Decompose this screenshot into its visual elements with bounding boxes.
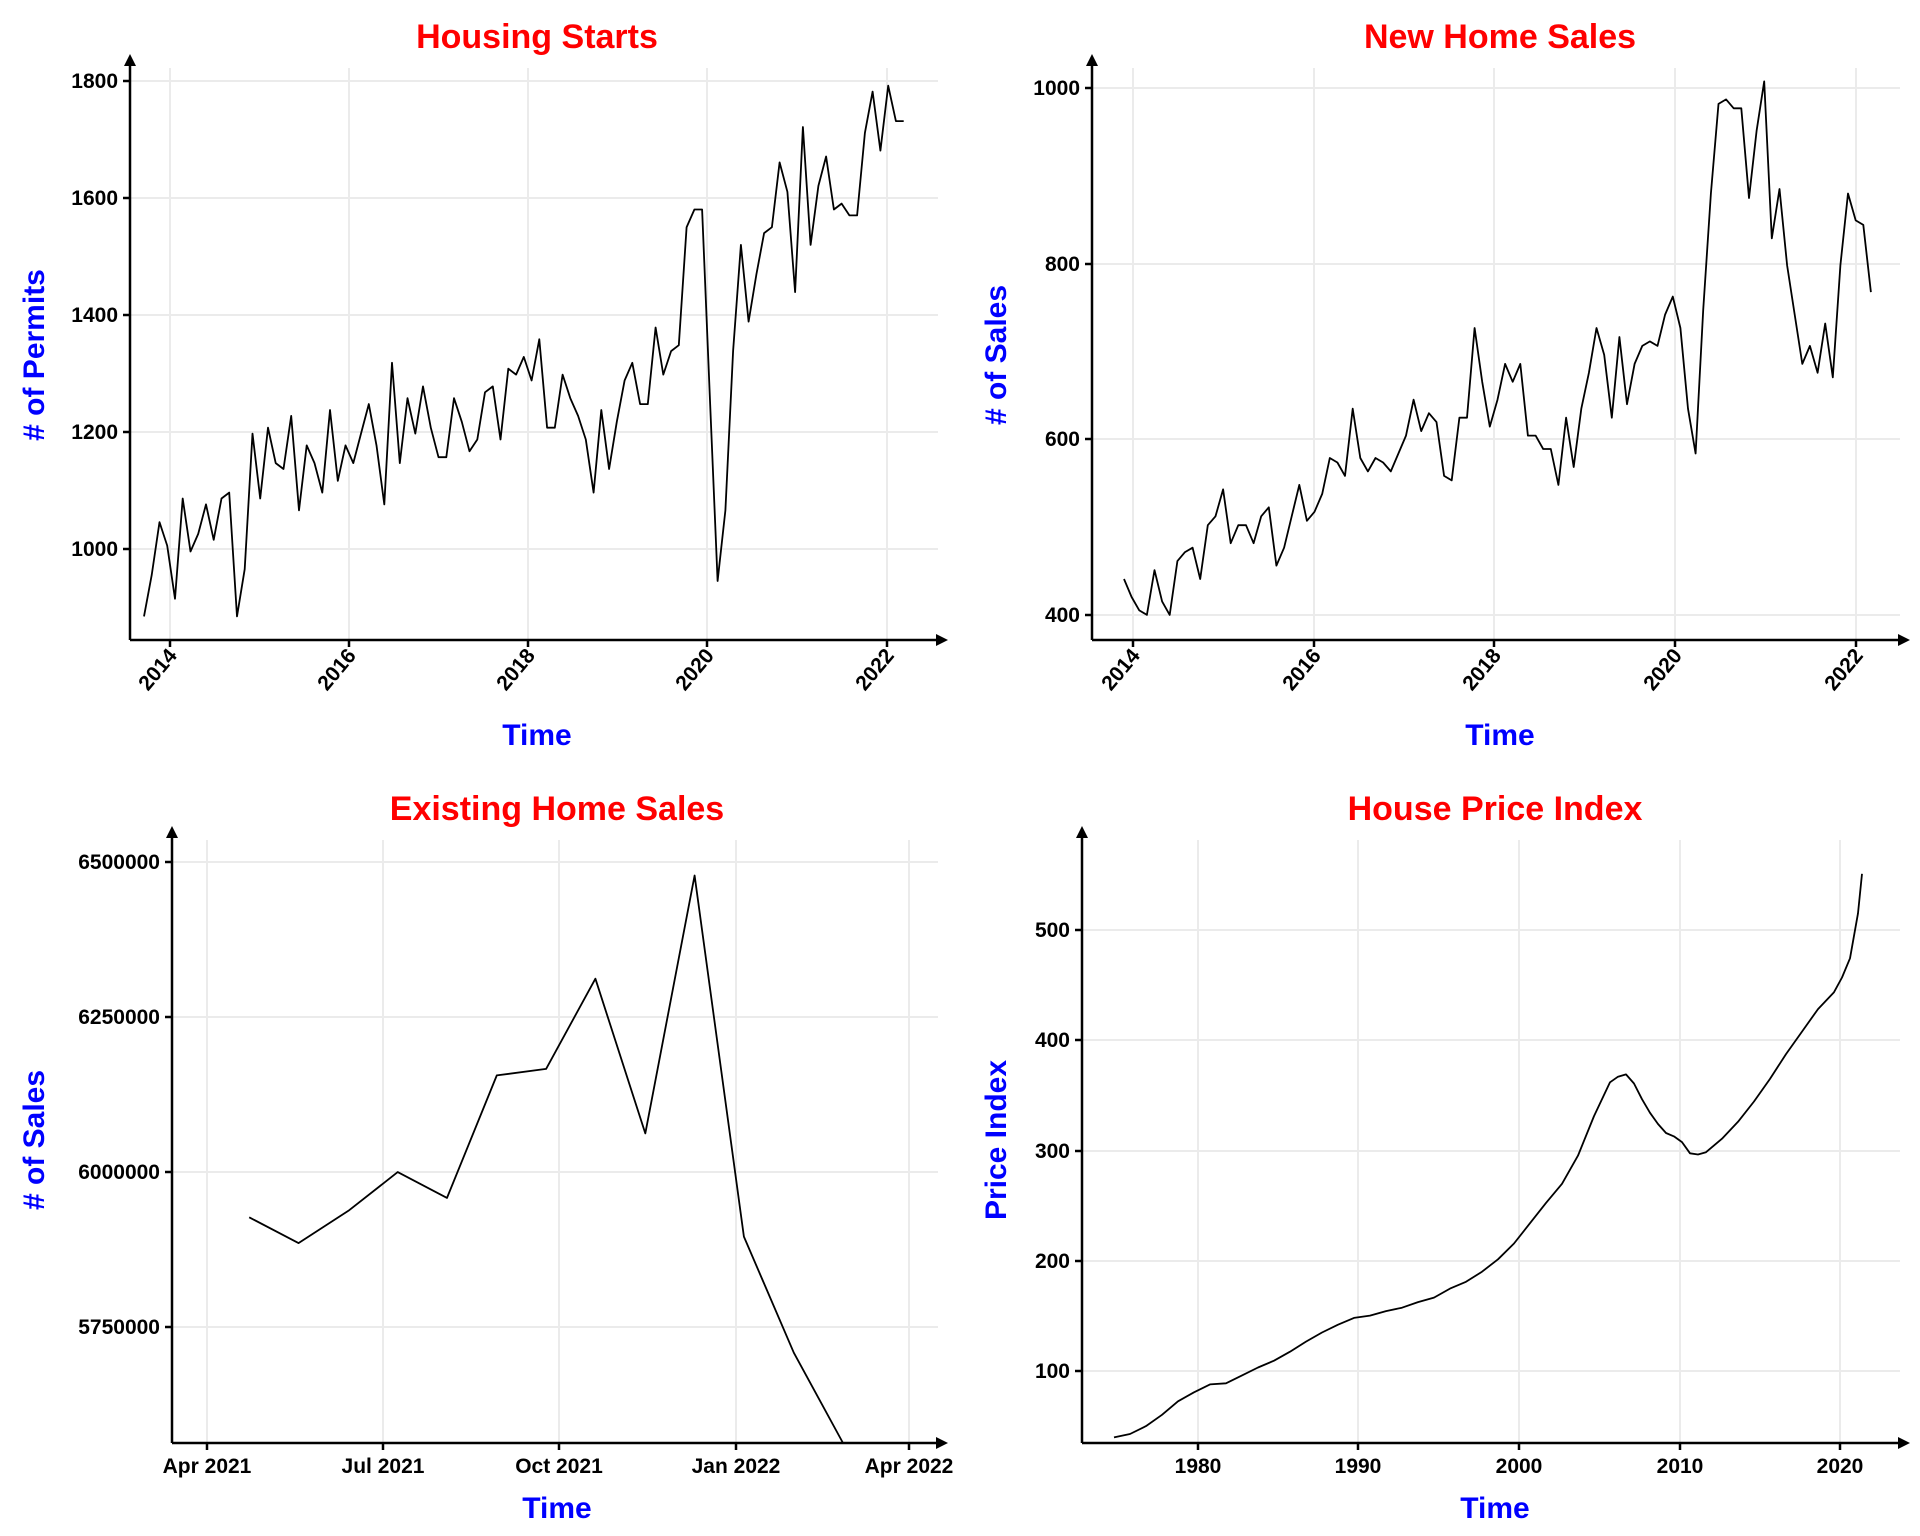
y-tick-label: 600 [1045, 428, 1080, 451]
chart-plot: 100 200 300 400 500 1980 1990 2000 2010 2020 [1035, 826, 1910, 1478]
y-tick-label: 400 [1035, 1029, 1070, 1052]
y-tick-label: 1800 [71, 70, 118, 93]
y-axis-arrow [124, 54, 136, 66]
x-axis-arrow [936, 1437, 948, 1449]
series-line [248, 874, 844, 1444]
x-tick-label: 2000 [1496, 1455, 1543, 1478]
y-tick-label: 1000 [1033, 77, 1080, 100]
chart-title: New Home Sales [1364, 18, 1636, 56]
x-tick-label: 1990 [1335, 1455, 1382, 1478]
x-tick-label: Jan 2022 [692, 1455, 781, 1478]
y-tick-label: 1200 [71, 421, 118, 444]
x-tick-label: Apr 2022 [865, 1455, 954, 1478]
x-axis-label: Time [522, 1492, 591, 1525]
series-line [1113, 873, 1863, 1439]
y-axis-label: # of Sales [980, 285, 1013, 425]
x-axis-arrow [1898, 1437, 1910, 1449]
chart-title: Housing Starts [416, 18, 658, 56]
panel-house-price-index: House Price Index 100 200 300 400 500 1980 199… [980, 790, 1910, 1525]
x-axis-arrow [1898, 634, 1910, 646]
y-tick-label: 1400 [71, 304, 118, 327]
y-tick-label: 800 [1045, 253, 1080, 276]
y-axis-arrow [1076, 826, 1088, 838]
y-axis-label: # of Permits [18, 269, 51, 441]
x-axis-label: Time [502, 719, 571, 752]
x-tick-label: Apr 2021 [163, 1455, 252, 1478]
y-tick-label: 200 [1035, 1250, 1070, 1273]
panel-existing-home-sales: Existing Home Sales 5750000 6000000 625000… [18, 790, 953, 1525]
x-tick-label: 1980 [1175, 1455, 1222, 1478]
y-tick-label: 100 [1035, 1360, 1070, 1383]
y-tick-label: 300 [1035, 1140, 1070, 1163]
y-axis-arrow [166, 826, 178, 838]
y-tick-label: 1600 [71, 187, 118, 210]
y-tick-label: 6000000 [78, 1161, 160, 1184]
x-tick-label: 2020 [1817, 1455, 1864, 1478]
x-tick-label: Oct 2021 [515, 1455, 603, 1478]
y-axis-label: Price Index [980, 1060, 1013, 1220]
y-tick-label: 500 [1035, 919, 1070, 942]
series-line [143, 84, 904, 618]
y-tick-label: 6500000 [78, 851, 160, 874]
y-axis-arrow [1086, 54, 1098, 66]
x-axis-arrow [936, 634, 948, 646]
chart-title: Existing Home Sales [390, 790, 724, 828]
y-tick-label: 400 [1045, 604, 1080, 627]
chart-plot: 5750000 6000000 6250000 6500000 Apr 2021 Jul … [78, 826, 953, 1478]
x-tick-label: 2010 [1657, 1455, 1704, 1478]
y-tick-label: 5750000 [78, 1316, 160, 1339]
series-line [1123, 80, 1872, 616]
y-tick-label: 6250000 [78, 1006, 160, 1029]
chart-title: House Price Index [1348, 790, 1643, 828]
y-axis-label: # of Sales [18, 1070, 51, 1210]
y-tick-label: 1000 [71, 538, 118, 561]
x-tick-label: Jul 2021 [342, 1455, 425, 1478]
x-axis-label: Time [1460, 1492, 1529, 1525]
x-axis-label: Time [1465, 719, 1534, 752]
